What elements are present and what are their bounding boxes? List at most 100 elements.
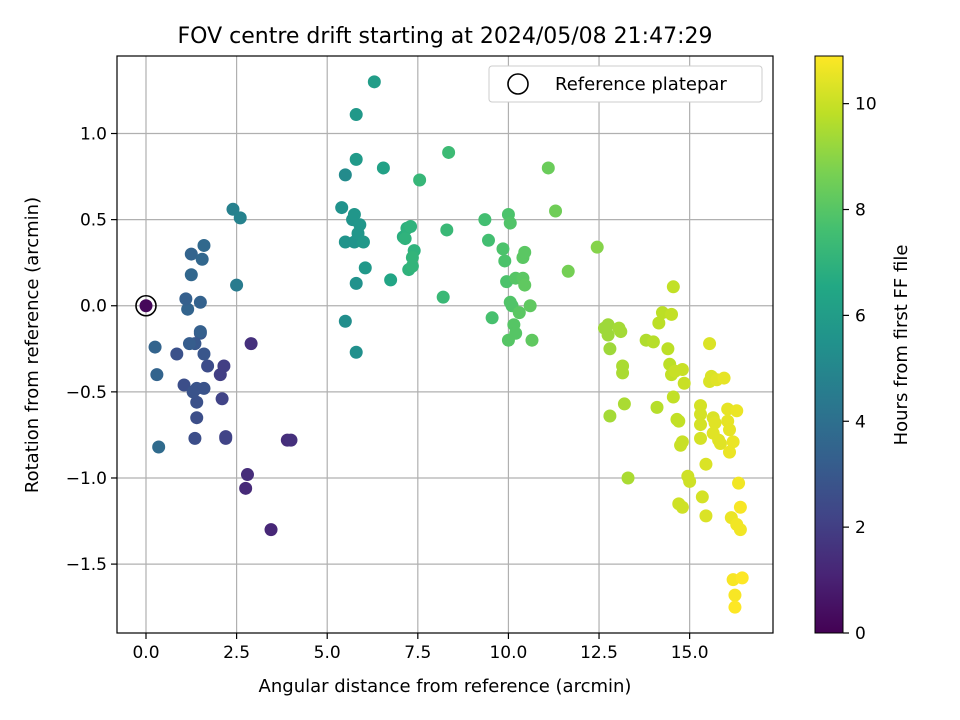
data-point [723, 423, 737, 437]
data-point [264, 523, 278, 537]
data-point [525, 333, 539, 347]
legend-box [488, 65, 763, 103]
data-point [726, 435, 740, 449]
colorbar-tick-label: 2 [855, 518, 866, 538]
data-point [284, 433, 298, 447]
data-point [230, 278, 244, 292]
colorbar-tick-label: 4 [855, 412, 866, 432]
y-tick-label: 0.0 [80, 297, 107, 317]
legend-marker-icon [507, 73, 529, 95]
data-point [713, 437, 727, 451]
data-point [184, 247, 198, 261]
data-point [213, 368, 227, 382]
data-point [541, 161, 555, 175]
data-point [590, 240, 604, 254]
data-point [186, 385, 200, 399]
data-point [650, 400, 664, 414]
data-point [413, 173, 427, 187]
data-point [226, 202, 240, 216]
data-point [652, 316, 666, 330]
y-tick-label: 1.0 [80, 125, 107, 145]
reference-platepar-marker [135, 294, 157, 317]
data-point [197, 381, 211, 395]
data-point [179, 292, 193, 306]
data-point [195, 252, 209, 266]
data-point [347, 207, 361, 221]
data-point [732, 476, 746, 490]
data-point [349, 152, 363, 166]
colorbar-tick-label: 8 [855, 201, 866, 221]
x-tick-label: 15.0 [671, 643, 709, 663]
data-point [728, 600, 742, 614]
y-tick-label: −1.0 [66, 469, 107, 489]
colorbar-ticks: 0 2 4 6 8 10 [843, 95, 877, 644]
data-point [184, 268, 198, 282]
data-point [349, 345, 363, 359]
data-point [672, 414, 686, 428]
data-point [358, 261, 372, 275]
data-point [349, 276, 363, 290]
data-point [356, 235, 370, 249]
data-point [694, 431, 708, 445]
colorbar [814, 55, 844, 634]
data-point [496, 242, 510, 256]
data-point [219, 430, 233, 444]
data-point [723, 445, 737, 459]
data-point [621, 471, 635, 485]
plot-frame [116, 55, 774, 634]
data-point [616, 366, 630, 380]
data-point [661, 342, 675, 356]
data-point [666, 280, 680, 294]
data-point [139, 299, 153, 313]
x-tick-label: 12.5 [580, 643, 618, 663]
data-point [405, 251, 419, 265]
data-point [197, 347, 211, 361]
data-point [675, 435, 689, 449]
data-point [239, 481, 253, 495]
data-point [694, 418, 708, 432]
data-point [215, 392, 229, 406]
data-point [735, 571, 749, 585]
data-point [675, 500, 689, 514]
colorbar-tick-label: 0 [855, 624, 866, 644]
y-tick-label: 0.5 [80, 211, 107, 231]
data-point [181, 302, 195, 316]
data-point [193, 325, 207, 339]
data-point [666, 390, 680, 404]
data-point [349, 108, 363, 122]
data-point [440, 223, 454, 237]
data-point [233, 211, 247, 225]
chart-title: FOV centre drift starting at 2024/05/08 … [178, 24, 713, 49]
data-point [338, 168, 352, 182]
colorbar-tick-label: 10 [855, 95, 877, 115]
data-point [695, 490, 709, 504]
data-point [503, 216, 517, 230]
data-point [708, 416, 722, 430]
data-point [152, 440, 166, 454]
data-point [646, 335, 660, 349]
data-point [177, 378, 191, 392]
data-point [733, 500, 747, 514]
data-point [617, 397, 631, 411]
data-point [601, 328, 615, 342]
legend: Reference platepar [488, 65, 763, 103]
data-point [338, 235, 352, 249]
legend-label: Reference platepar [555, 74, 727, 95]
data-point [683, 474, 697, 488]
data-point [677, 376, 691, 390]
y-axis-label: Rotation from reference (arcmin) [22, 197, 43, 493]
colorbar-label: Hours from first FF file [891, 245, 912, 446]
data-point [518, 278, 532, 292]
data-point [481, 233, 495, 247]
data-point [665, 307, 679, 321]
data-point [733, 523, 747, 537]
data-point [398, 232, 412, 246]
data-point [150, 368, 164, 382]
data-point [603, 342, 617, 356]
scatter-points [139, 75, 749, 614]
data-point [703, 337, 717, 351]
data-point [190, 395, 204, 409]
data-point [148, 340, 162, 354]
data-point [190, 411, 204, 425]
